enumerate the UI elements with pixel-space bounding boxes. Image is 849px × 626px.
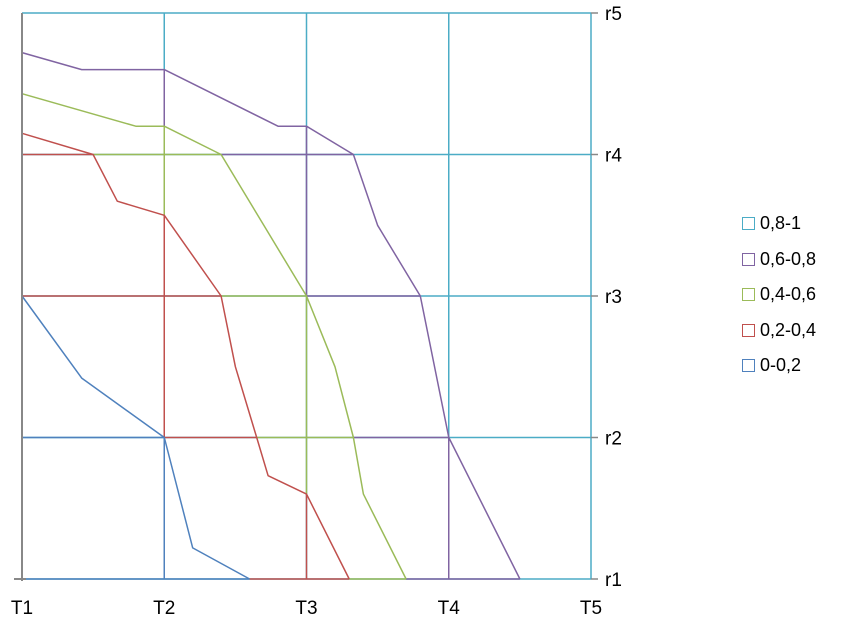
contour-0,6-0,8 (21, 51, 521, 580)
contour-0-0,2 (21, 295, 250, 580)
band-grid (22, 69, 520, 580)
x-tick-label: T2 (153, 598, 175, 619)
legend-label: 0,4-0,6 (760, 284, 817, 305)
x-tick-label: T1 (11, 598, 33, 619)
legend-item: 0,6-0,8 (742, 242, 816, 278)
legend-item: 0-0,2 (742, 348, 816, 384)
legend-swatch (742, 359, 755, 373)
legend-item: 0,4-0,6 (742, 277, 816, 313)
axes (14, 13, 26, 581)
legend-swatch (742, 217, 755, 231)
legend-item: 0,8-1 (742, 206, 816, 242)
y-tick-label: r2 (605, 429, 622, 450)
y-tick-label: r1 (605, 570, 622, 591)
legend-label: 0-0,2 (760, 355, 802, 376)
y-tick-label: r3 (605, 287, 622, 308)
x-axis-ticks: T1 T2 T3 T4 T5 (11, 598, 602, 619)
legend: 0,8-1 0,6-0,8 0,4-0,6 0,2-0,4 0-0,2 (742, 206, 816, 384)
x-tick-label: T3 (295, 598, 317, 619)
legend-label: 0,6-0,8 (760, 248, 817, 269)
legend-swatch (742, 323, 755, 337)
y-tick-label: r5 (605, 4, 622, 25)
contour-lines (21, 51, 521, 580)
y-tick-label: r4 (605, 146, 622, 167)
x-tick-label: T5 (580, 598, 602, 619)
legend-swatch (742, 288, 755, 302)
legend-label: 0,2-0,4 (760, 319, 817, 340)
legend-item: 0,2-0,4 (742, 313, 816, 349)
legend-swatch (742, 252, 755, 266)
y-axis-ticks: r1 r2 r3 r4 r5 (591, 4, 622, 591)
contour-0,4-0,6 (21, 92, 407, 580)
legend-label: 0,8-1 (760, 213, 802, 234)
contour-0,2-0,4 (21, 132, 350, 580)
x-tick-label: T4 (438, 598, 461, 619)
